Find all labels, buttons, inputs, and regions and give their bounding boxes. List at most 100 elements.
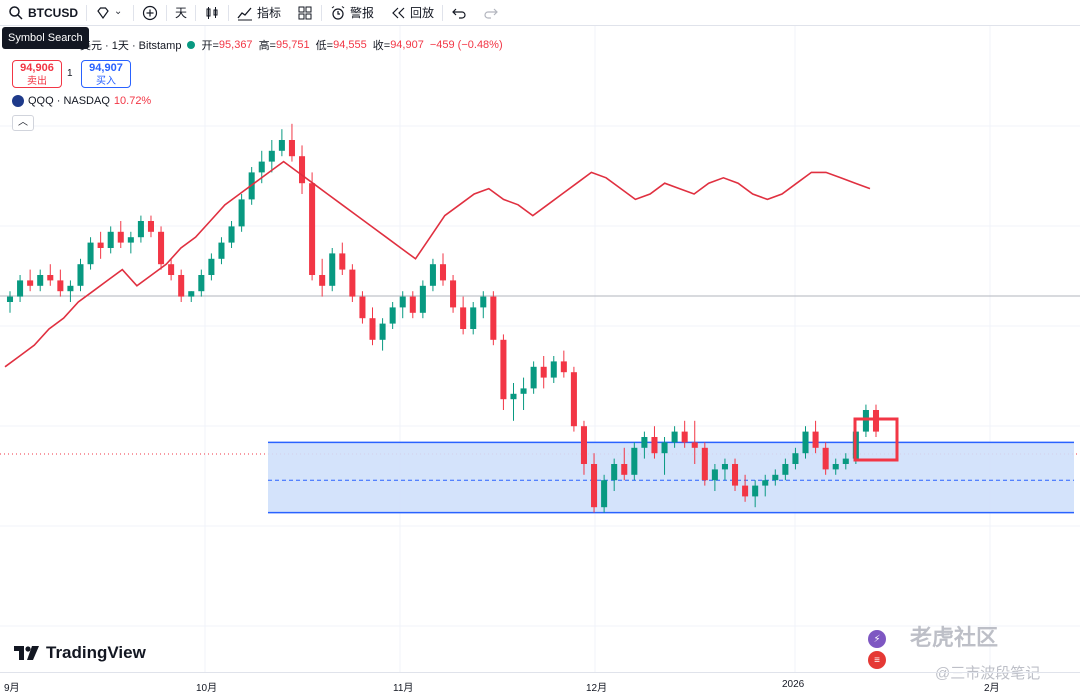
lightning-icon[interactable]: ⚡ xyxy=(868,630,886,648)
toolbar-divider xyxy=(166,4,167,21)
candle-body xyxy=(580,426,587,464)
market-open-icon xyxy=(187,41,196,49)
plus-circle-icon xyxy=(142,5,158,20)
close-value: 94,907 xyxy=(390,39,424,51)
candle-body xyxy=(27,280,34,286)
candle-body xyxy=(137,221,144,238)
add-compare-button[interactable] xyxy=(134,0,166,26)
spread-value: 1 xyxy=(67,68,73,79)
high-label: 高= xyxy=(258,40,276,52)
alert-label: 警报 xyxy=(350,6,375,20)
candle-body xyxy=(832,464,839,470)
candle-body xyxy=(681,431,688,443)
highlight-box xyxy=(853,417,899,462)
time-axis[interactable]: 9月 10月 11月 12月 2026 2月 xyxy=(0,672,1080,696)
candle-body xyxy=(178,275,185,297)
candle-body xyxy=(631,447,638,475)
sell-button[interactable]: 94,906 卖出 xyxy=(12,60,62,88)
candle-body xyxy=(168,264,175,275)
top-toolbar: BTCUSD 天 指标 警报 回放 xyxy=(0,0,1080,26)
time-axis-label: 10月 xyxy=(196,683,218,694)
change-value: −459 (−0.48%) xyxy=(429,39,503,51)
redo-button[interactable] xyxy=(475,0,507,26)
redo-icon xyxy=(484,8,498,19)
price-chart[interactable] xyxy=(0,26,1080,672)
symbol-label: BTCUSD xyxy=(28,5,78,20)
rewind-icon xyxy=(392,7,405,18)
candle-body xyxy=(732,464,739,486)
compare-symbol: QQQ · NASDAQ xyxy=(28,95,110,107)
favorites-dropdown[interactable] xyxy=(87,0,133,26)
buy-label: 买入 xyxy=(96,76,116,87)
flag-icon[interactable]: ≡ xyxy=(868,651,886,669)
buy-price: 94,907 xyxy=(89,62,123,74)
templates-button[interactable] xyxy=(289,0,321,26)
candle-body xyxy=(762,480,769,486)
time-axis-label: 12月 xyxy=(586,683,608,694)
replay-button[interactable]: 回放 xyxy=(382,0,442,26)
interval-label: 天 xyxy=(175,6,188,20)
candle-body xyxy=(792,453,799,464)
candle-body xyxy=(701,447,708,481)
candle-body xyxy=(258,161,265,173)
candle-body xyxy=(87,242,94,265)
alert-button[interactable]: 警报 xyxy=(322,0,382,26)
chart-type-button[interactable] xyxy=(196,0,228,26)
candle-body xyxy=(560,361,567,373)
candle-body xyxy=(490,296,497,340)
candle-body xyxy=(862,410,869,432)
toolbar-divider xyxy=(133,4,134,21)
range-box xyxy=(268,442,1074,513)
candle-body xyxy=(591,464,598,508)
tv-logo-icon xyxy=(14,646,39,660)
candle-body xyxy=(520,388,527,394)
search-icon xyxy=(9,5,23,20)
candle-body xyxy=(641,437,648,448)
candle-body xyxy=(309,183,316,275)
candle-body xyxy=(77,264,84,286)
candle-body xyxy=(37,275,44,286)
candle-body xyxy=(872,410,880,432)
candle-body xyxy=(57,280,64,292)
low-value: 94,555 xyxy=(333,39,367,51)
candle-body xyxy=(158,231,165,265)
undo-icon xyxy=(452,8,466,19)
candle-body xyxy=(399,296,406,308)
open-value: 95,367 xyxy=(218,39,253,51)
buy-button[interactable]: 94,907 买入 xyxy=(81,60,131,88)
interval-button[interactable]: 天 xyxy=(167,0,195,26)
candle-body xyxy=(842,458,849,464)
symbol-search-button[interactable]: BTCUSD xyxy=(0,0,86,26)
time-axis-label: 2026 xyxy=(782,679,805,690)
candle-body xyxy=(802,431,809,454)
candle-body xyxy=(17,280,24,297)
toolbar-divider xyxy=(321,4,323,21)
candle-body xyxy=(550,361,557,378)
candle-body xyxy=(742,485,749,497)
replay-label: 回放 xyxy=(410,6,435,20)
time-axis-label: 11月 xyxy=(393,683,414,694)
candle-body xyxy=(500,339,507,400)
undo-button[interactable] xyxy=(443,0,475,26)
candle-body xyxy=(147,221,154,232)
toolbar-divider xyxy=(86,4,87,21)
toolbar-divider xyxy=(195,4,197,21)
time-axis-label: 9月 xyxy=(4,683,20,694)
indicators-button[interactable]: 指标 xyxy=(229,0,289,26)
candle-body xyxy=(389,307,396,324)
candle-body xyxy=(127,237,134,243)
compare-legend[interactable]: QQQ · NASDAQ 10.72% xyxy=(12,95,151,107)
candle-body xyxy=(570,372,577,427)
close-label: 收= xyxy=(372,40,391,52)
candle-body xyxy=(651,437,658,454)
chevron-up-icon: ︿ xyxy=(18,117,28,128)
tradingview-logo[interactable]: TradingView xyxy=(14,643,146,663)
watermark-sub: @三市波段笔记 xyxy=(935,665,1041,682)
collapse-legend-button[interactable]: ︿ xyxy=(12,115,34,131)
low-label: 低= xyxy=(315,40,334,52)
candle-body xyxy=(530,366,537,389)
candle-body xyxy=(97,242,104,248)
indicators-icon xyxy=(237,7,253,20)
candle-body xyxy=(409,296,416,313)
chart-legend: 美元 · 1天 · Bitstamp 开= 95,367 高= 95,751 低= 9… xyxy=(80,37,503,53)
